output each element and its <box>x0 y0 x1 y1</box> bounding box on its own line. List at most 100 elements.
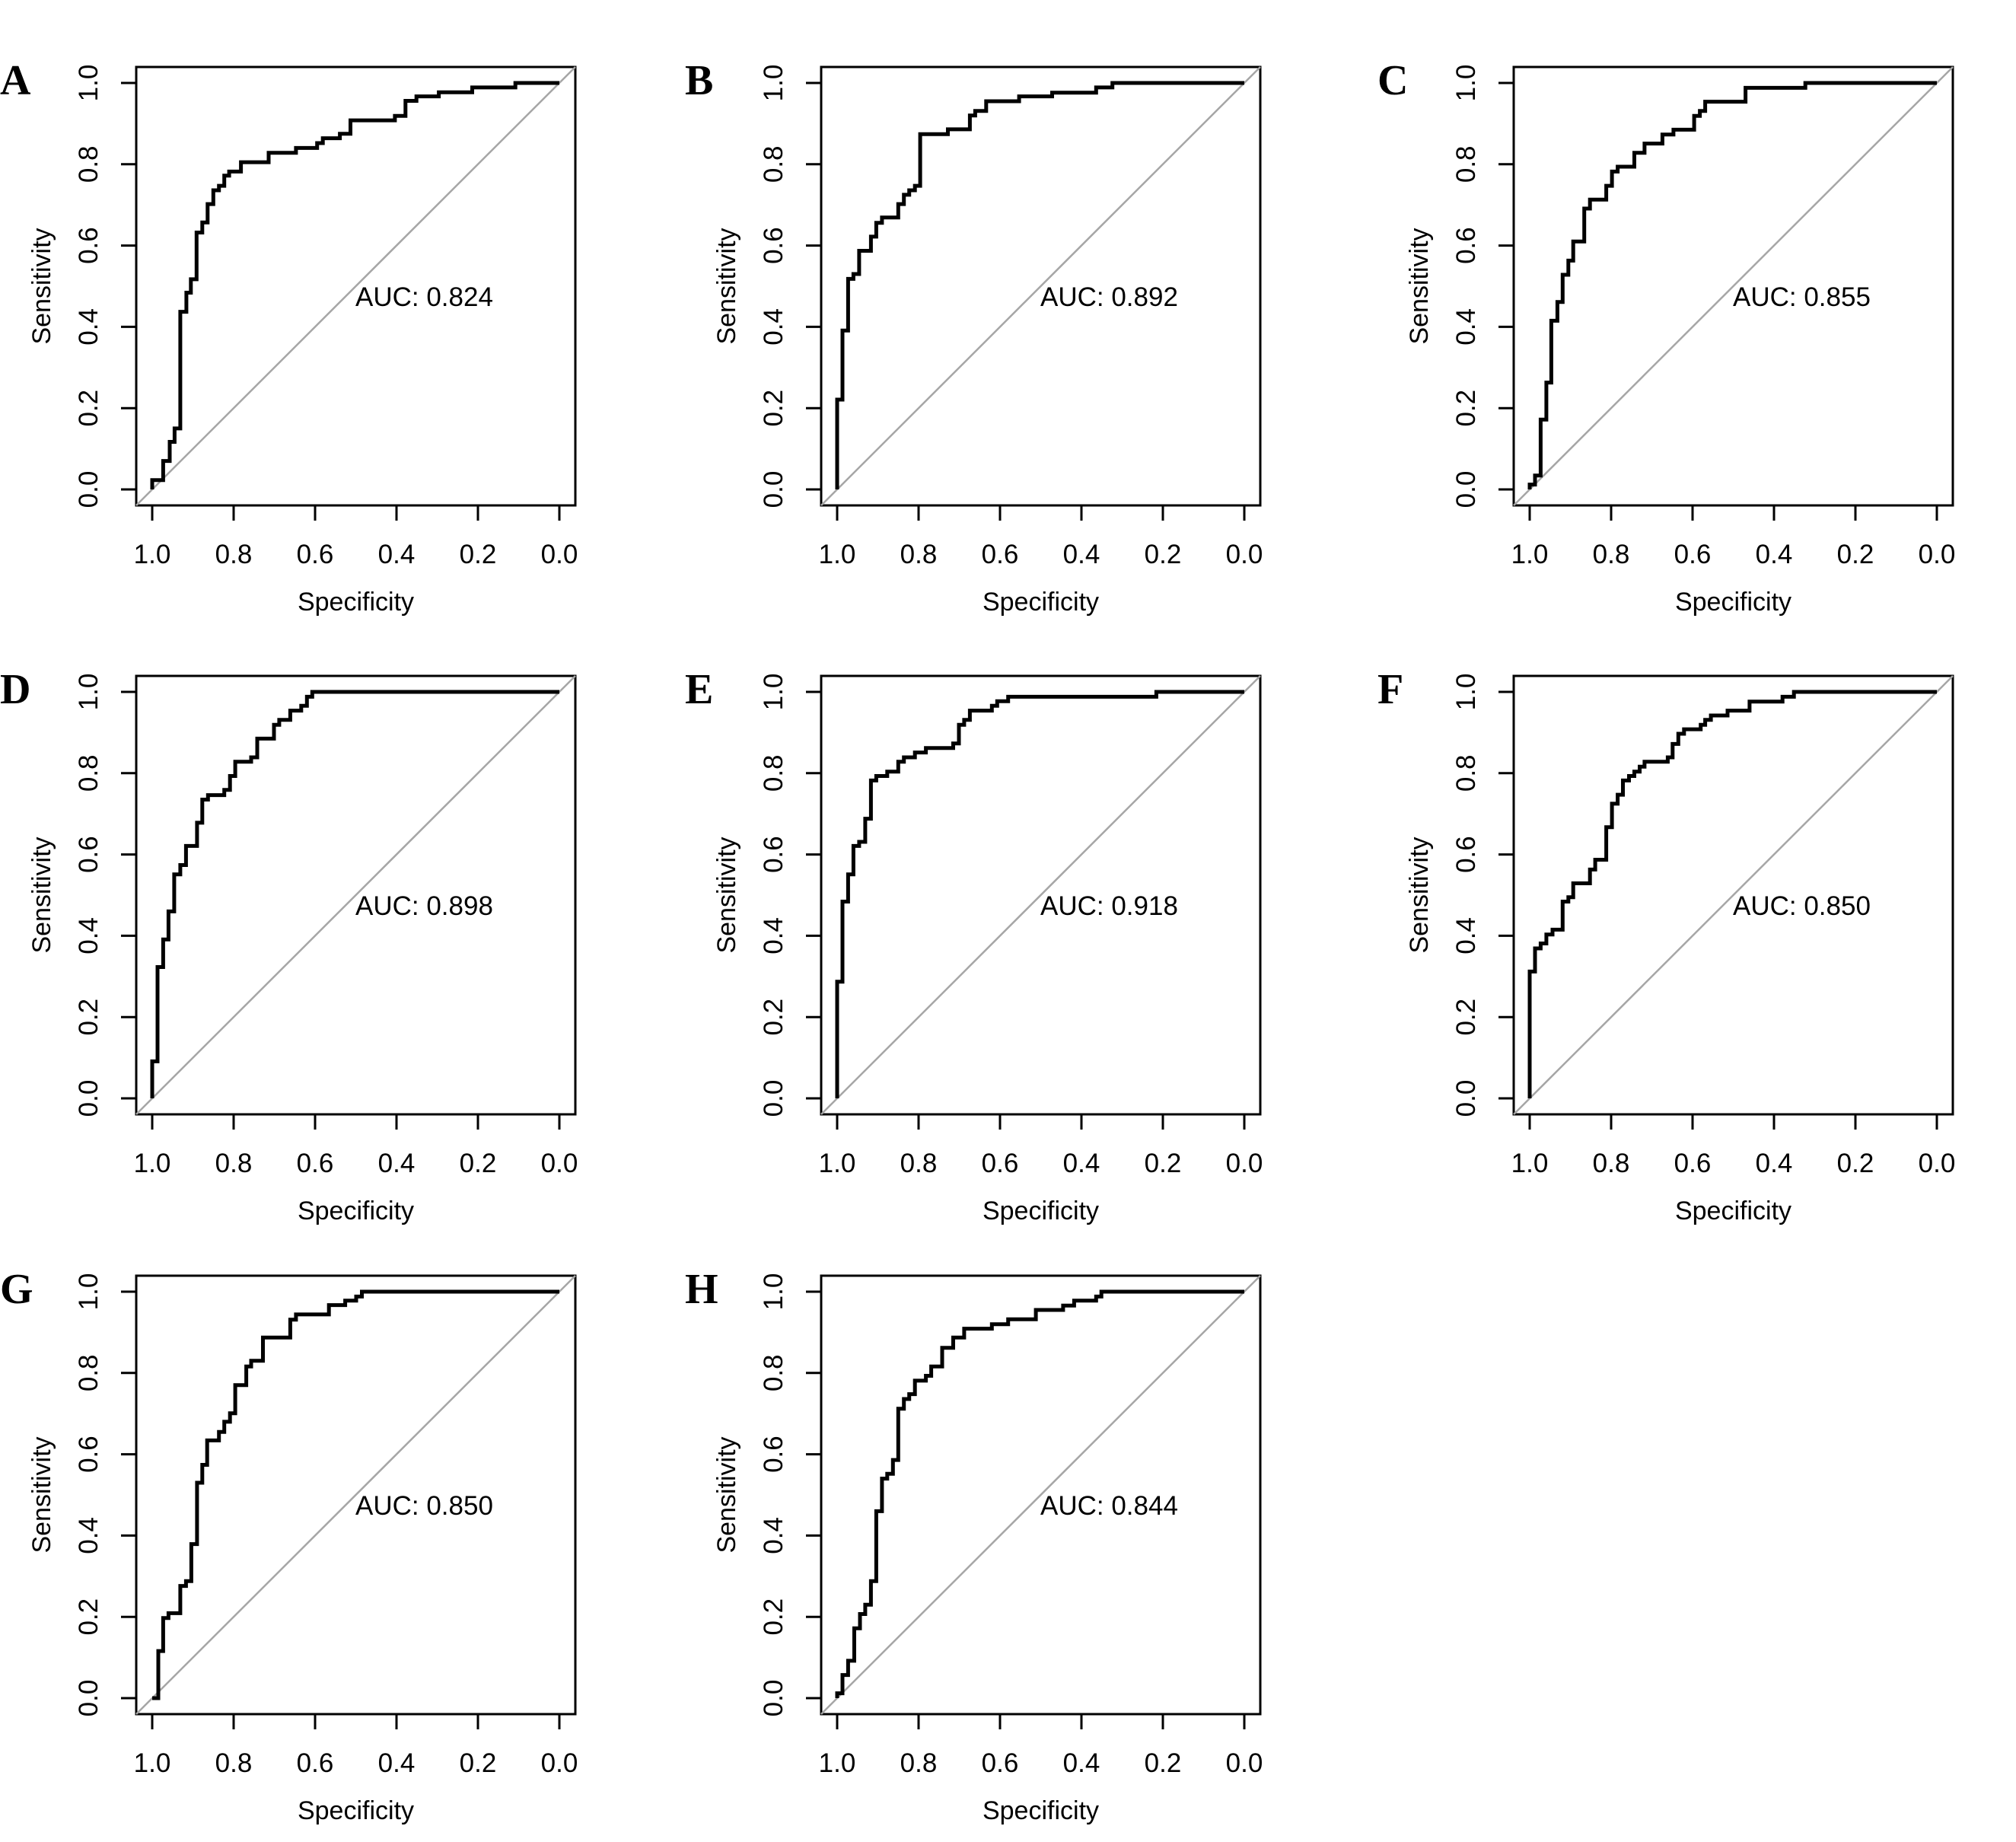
panel-label: C <box>1377 57 1408 104</box>
x-tick-label: 0.4 <box>378 1748 416 1778</box>
roc-curve <box>152 1289 559 1700</box>
x-tick-label: 0.8 <box>900 1149 938 1178</box>
reference-diagonal <box>1513 66 1954 506</box>
roc-curve <box>150 690 559 1098</box>
x-tick-label: 0.2 <box>1837 540 1874 569</box>
y-tick-label: 0.8 <box>74 1354 104 1391</box>
y-axis-title: Sensitivity <box>27 1436 56 1553</box>
x-tick-label: 1.0 <box>1511 540 1549 569</box>
roc-curve <box>835 81 1244 489</box>
x-tick-label: 0.0 <box>1919 1149 1956 1178</box>
x-tick-label: 1.0 <box>1511 1149 1549 1178</box>
y-tick-label: 0.6 <box>74 836 104 873</box>
y-tick-label: 1.0 <box>759 65 788 102</box>
y-tick-label: 1.0 <box>759 674 788 711</box>
plot-frame <box>820 65 1262 507</box>
y-tick-label: 0.0 <box>759 1680 788 1717</box>
x-tick-label: 0.6 <box>982 1149 1019 1178</box>
panel-label: A <box>0 57 31 104</box>
y-tick-label: 0.0 <box>1451 1080 1481 1117</box>
y-axis-title: Sensitivity <box>1405 228 1434 344</box>
x-tick-label: 0.4 <box>378 1149 416 1178</box>
x-tick-label: 0.2 <box>460 540 497 569</box>
x-tick-label: 0.0 <box>541 1149 578 1178</box>
plot-frame <box>135 65 577 507</box>
x-axis-title: Specificity <box>983 1796 1099 1825</box>
reference-diagonal <box>135 1275 576 1715</box>
reference-diagonal <box>820 1275 1261 1715</box>
x-tick-label: 0.8 <box>900 1748 938 1778</box>
x-tick-label: 0.4 <box>1756 540 1793 569</box>
y-tick-label: 0.4 <box>74 1517 104 1554</box>
roc-curve <box>1527 690 1937 1098</box>
y-tick-label: 0.4 <box>1451 308 1481 346</box>
y-tick-label: 0.4 <box>759 917 788 954</box>
auc-label: AUC: 0.918 <box>1040 891 1178 921</box>
x-tick-label: 0.0 <box>1226 1748 1263 1778</box>
y-tick-label: 0.0 <box>74 471 104 508</box>
y-tick-label: 0.2 <box>759 390 788 427</box>
y-tick-label: 1.0 <box>74 674 104 711</box>
roc-panel-c: C 0.0 0.2 0.4 0.6 0.8 1.0 1.0 0.8 0.6 0.4 0.2 0.0 Sen… <box>1377 57 1955 617</box>
y-tick-label: 0.2 <box>759 1598 788 1636</box>
x-tick-label: 0.8 <box>215 1748 253 1778</box>
plot-frame <box>1512 674 1954 1116</box>
x-tick-label: 0.4 <box>1063 1748 1100 1778</box>
x-tick-label: 1.0 <box>134 1748 171 1778</box>
x-tick-label: 0.8 <box>1593 540 1630 569</box>
reference-diagonal <box>135 66 576 506</box>
x-tick-label: 1.0 <box>819 540 856 569</box>
x-tick-label: 0.6 <box>982 540 1019 569</box>
y-tick-label: 0.2 <box>1451 999 1481 1036</box>
y-tick-label: 0.2 <box>1451 390 1481 427</box>
x-tick-label: 0.6 <box>297 540 334 569</box>
auc-label: AUC: 0.898 <box>355 891 493 921</box>
y-tick-label: 0.2 <box>759 999 788 1036</box>
y-axis-title: Sensitivity <box>27 228 56 344</box>
x-tick-label: 0.6 <box>1674 540 1712 569</box>
roc-curve <box>835 1289 1244 1698</box>
y-tick-label: 1.0 <box>74 65 104 102</box>
y-tick-label: 1.0 <box>759 1273 788 1311</box>
y-tick-label: 0.0 <box>74 1680 104 1717</box>
panel-label: G <box>0 1266 33 1313</box>
auc-label: AUC: 0.844 <box>1040 1491 1178 1521</box>
x-tick-label: 0.4 <box>378 540 416 569</box>
y-tick-label: 0.6 <box>759 1436 788 1473</box>
roc-curve <box>835 690 1244 1098</box>
y-tick-label: 1.0 <box>1451 674 1481 711</box>
y-tick-label: 0.4 <box>759 308 788 346</box>
x-tick-label: 0.2 <box>1145 1748 1182 1778</box>
x-tick-label: 0.0 <box>1226 1149 1263 1178</box>
x-tick-label: 0.2 <box>1145 1149 1182 1178</box>
x-tick-label: 0.2 <box>460 1748 497 1778</box>
y-tick-label: 0.8 <box>759 145 788 183</box>
x-tick-label: 0.0 <box>1919 540 1956 569</box>
y-tick-label: 0.8 <box>74 754 104 792</box>
x-tick-label: 0.8 <box>900 540 938 569</box>
y-tick-label: 0.0 <box>759 1080 788 1117</box>
y-tick-label: 0.6 <box>759 836 788 873</box>
x-axis-title: Specificity <box>1675 588 1791 617</box>
x-tick-label: 0.6 <box>982 1748 1019 1778</box>
y-axis-title: Sensitivity <box>712 228 741 344</box>
x-tick-label: 0.0 <box>541 1748 578 1778</box>
panel-label: H <box>685 1266 718 1313</box>
roc-panel-g: G 0.0 0.2 0.4 0.6 0.8 1.0 1.0 0.8 0.6 0.4 0.2 0.0 Sen… <box>0 1266 578 1825</box>
panel-label: B <box>685 57 713 104</box>
auc-label: AUC: 0.892 <box>1040 282 1178 312</box>
y-tick-label: 0.4 <box>1451 917 1481 954</box>
y-axis-title: Sensitivity <box>1405 837 1434 953</box>
x-tick-label: 0.8 <box>215 1149 253 1178</box>
plot-frame <box>1512 65 1954 507</box>
panel-label: E <box>685 666 713 713</box>
x-axis-title: Specificity <box>298 1796 414 1825</box>
auc-label: AUC: 0.824 <box>355 282 493 312</box>
y-axis-title: Sensitivity <box>712 837 741 953</box>
y-tick-label: 1.0 <box>74 1273 104 1311</box>
x-tick-label: 0.0 <box>1226 540 1263 569</box>
roc-panel-e: E 0.0 0.2 0.4 0.6 0.8 1.0 1.0 0.8 0.6 0.4 0.2 0.0 Sen… <box>685 666 1263 1225</box>
plot-frame <box>135 674 577 1116</box>
x-axis-title: Specificity <box>1675 1197 1791 1225</box>
